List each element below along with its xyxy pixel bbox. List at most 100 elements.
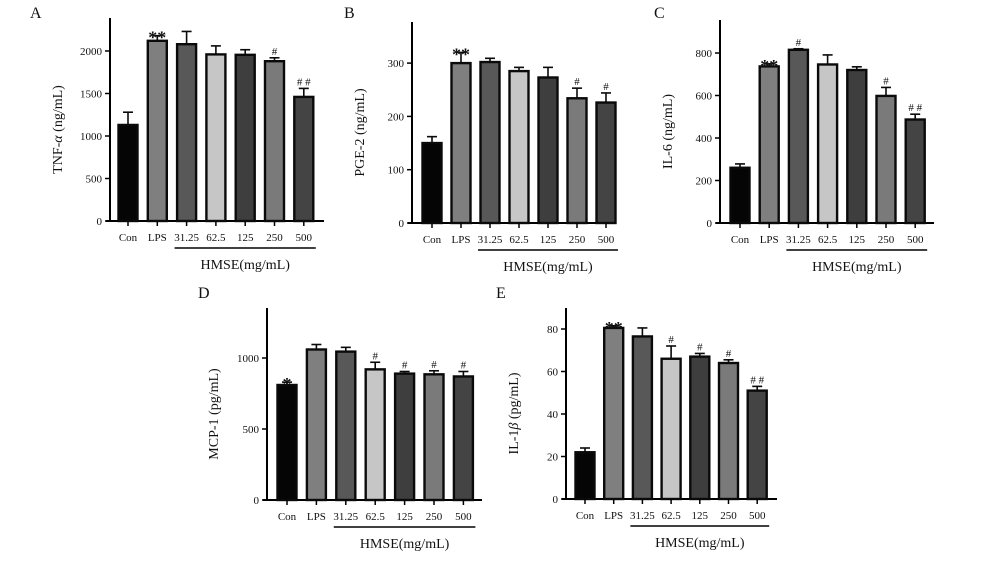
y-tick-label: 0 (707, 218, 713, 230)
x-tick-label: 31.25 (174, 232, 199, 244)
bar-125 (689, 355, 711, 501)
bar-500 (746, 389, 768, 501)
significance-mark: # (603, 81, 609, 93)
significance-mark: # (697, 341, 703, 353)
y-axis-label-unit: (ng/mL) (51, 85, 66, 135)
bar-lps (758, 65, 780, 225)
chart-panel-e: E 0 20 40 60 80 IL-1β (pg/mL) Con LPS ** 31.25 62.5… (496, 285, 777, 551)
y-axis-label-unit: (pg/mL) (507, 372, 522, 422)
x-tick-label: 500 (907, 234, 924, 246)
significance-mark: # (402, 359, 408, 371)
panel-letter: C (654, 5, 665, 22)
bar-500 (293, 95, 315, 223)
bar-125 (537, 76, 559, 225)
bar-31_25 (335, 350, 357, 502)
x-tick-label: 125 (692, 510, 709, 522)
y-tick-label: 0 (553, 494, 559, 506)
x-tick-label: 31.25 (786, 234, 811, 246)
group-label: HMSE(mg/mL) (655, 536, 745, 551)
x-tick-label: 62.5 (661, 510, 681, 522)
bar-62_5 (660, 357, 682, 501)
bar-31_25 (787, 48, 810, 225)
y-tick-label: 20 (547, 452, 559, 464)
significance-mark: # (574, 76, 580, 88)
x-tick-label: Con (423, 234, 442, 246)
y-axis-label-greek: α (51, 135, 66, 143)
y-axis-label-prefix: MCP-1 (207, 418, 222, 459)
significance-mark: # (461, 359, 467, 371)
significance-mark: # (372, 350, 378, 362)
x-tick-label: LPS (148, 232, 167, 244)
y-tick-label: 0 (399, 218, 405, 230)
y-tick-label: 500 (86, 174, 103, 186)
y-tick-label: 80 (547, 324, 559, 336)
group-label: HMSE(mg/mL) (812, 260, 902, 275)
x-tick-label: 31.25 (630, 510, 655, 522)
x-tick-label: Con (576, 510, 595, 522)
y-axis-label: PGE-2 (ng/mL) (353, 88, 368, 177)
group-label: HMSE(mg/mL) (360, 537, 450, 552)
panel-letter: D (198, 285, 210, 302)
bar-31_25 (479, 60, 501, 225)
y-tick-label: 0 (97, 216, 103, 228)
x-tick-label: 31.25 (478, 234, 503, 246)
y-tick-label: 0 (254, 495, 260, 507)
y-axis-label-prefix: IL-1 (507, 430, 522, 455)
bar-500 (452, 375, 475, 502)
bar-250 (875, 94, 897, 225)
chart-panel-c: C 0 200 400 600 800 IL-6 (ng/mL) Con LPS ** 31.25 #… (654, 5, 934, 275)
significance-mark: # # (908, 102, 922, 114)
x-tick-label: 250 (720, 510, 737, 522)
x-tick-label: LPS (307, 511, 326, 523)
x-tick-label: Con (731, 234, 750, 246)
bar-con (421, 141, 443, 225)
bar-250 (263, 60, 286, 223)
x-tick-label: 62.5 (206, 232, 226, 244)
bar-62_5 (364, 368, 386, 502)
x-tick-label: Con (278, 511, 297, 523)
significance-mark: * (283, 374, 292, 394)
significance-mark: # (796, 37, 802, 49)
group-label: HMSE(mg/mL) (503, 260, 593, 275)
bar-62_5 (816, 63, 839, 225)
bar-62_5 (508, 69, 530, 225)
y-axis-label-prefix: TNF- (51, 142, 66, 173)
y-tick-label: 60 (547, 367, 559, 379)
significance-mark: ** (760, 56, 778, 76)
y-axis-label-unit: (ng/mL) (661, 94, 676, 144)
significance-mark: ** (452, 44, 470, 64)
x-tick-label: 31.25 (333, 511, 358, 523)
bar-31_25 (631, 335, 654, 501)
x-tick-label: 62.5 (509, 234, 529, 246)
x-tick-label: 250 (878, 234, 895, 246)
x-tick-label: 62.5 (366, 511, 386, 523)
y-axis-label-unit: (ng/mL) (353, 88, 368, 138)
bar-500 (595, 101, 617, 225)
significance-mark: # # (750, 374, 764, 386)
bar-lps (305, 348, 328, 502)
chart-panel-d: D 0 500 1000 MCP-1 (pg/mL) Con * LPS 31.25 62.5 #1… (198, 285, 482, 552)
significance-mark: # (431, 359, 437, 371)
chart-panel-b: B 0 100 200 300 PGE-2 (ng/mL) Con LPS ** 31.25 62.… (344, 5, 618, 275)
y-axis-label: IL-6 (ng/mL) (661, 94, 676, 169)
chart-panel-a: A 0 500 1000 1500 2000 TNF-α (ng/mL) Con LPS ** 31… (30, 5, 324, 273)
x-tick-label: 500 (455, 511, 472, 523)
panel-letter: B (344, 5, 355, 22)
panel-letter: A (30, 5, 42, 22)
bar-62_5 (205, 53, 227, 223)
x-tick-label: 125 (540, 234, 557, 246)
y-axis-label-prefix: IL-6 (661, 144, 676, 169)
y-axis-label: MCP-1 (pg/mL) (207, 368, 222, 460)
x-tick-label: 250 (569, 234, 586, 246)
significance-mark: # (726, 348, 732, 360)
bar-125 (846, 68, 868, 225)
x-tick-label: LPS (452, 234, 471, 246)
y-tick-label: 600 (696, 91, 713, 103)
x-tick-label: 500 (296, 232, 313, 244)
x-tick-label: 500 (749, 510, 766, 522)
bar-31_25 (175, 43, 198, 223)
significance-mark: ** (605, 318, 623, 338)
bar-con (729, 166, 751, 225)
x-tick-label: 125 (237, 232, 254, 244)
